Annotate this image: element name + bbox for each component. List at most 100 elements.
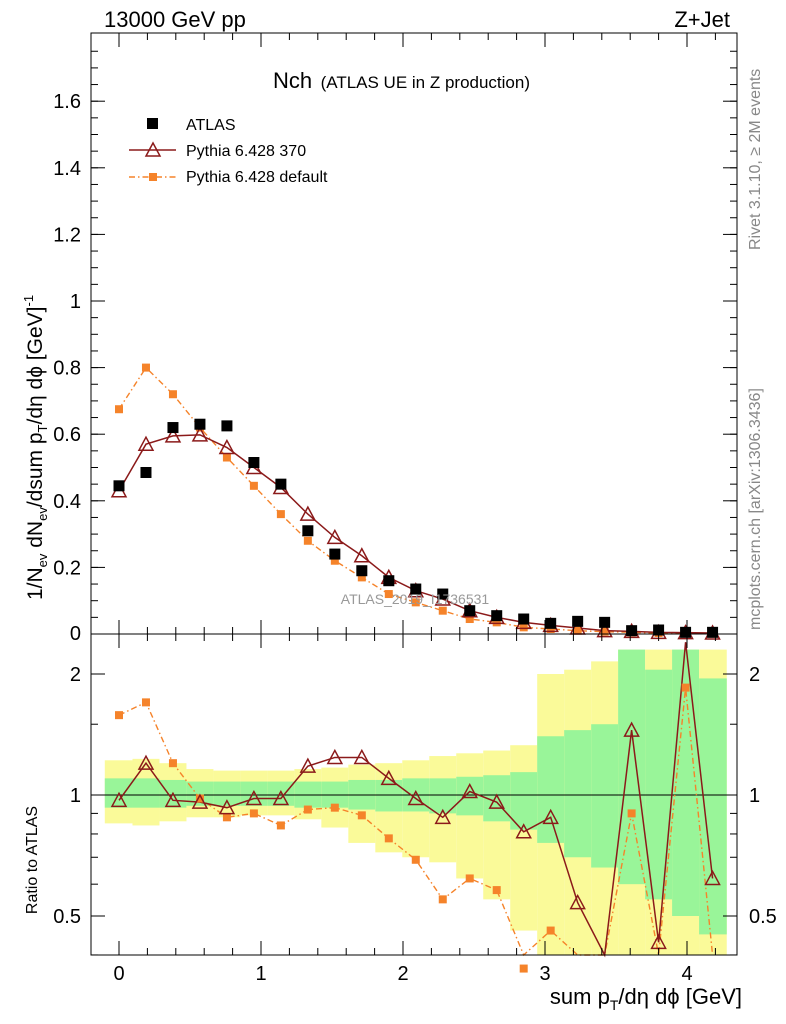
legend-atlas-marker [147,118,158,129]
x-tick-label: 4 [681,963,692,985]
pythia-default-point [222,453,231,462]
ratio-pythia370-line [118,642,714,958]
atlas-point [329,548,341,560]
main-y-tick-label: 1.6 [53,91,81,113]
ratio-band-inner [429,778,457,814]
atlas-point [356,565,368,577]
atlas-point [707,626,719,638]
ratio-pythia-default-point [222,813,231,822]
ratio-pythia-default-point [546,926,555,935]
ratio-pythia370-point [380,769,398,786]
ratio-pythia-default-point [249,809,258,818]
ratio-pythia-default-point [681,683,690,692]
plot-title-main: Nch [273,68,312,93]
atlas-point [140,466,152,478]
x-axis-title: sum pT/dη dϕ [GeV] [550,984,742,1013]
pythia-default-point [492,618,501,627]
pythia-default-point [411,598,420,607]
atlas-point [464,605,476,617]
pythia-default-point [465,615,474,624]
ratio-pythia370-point [326,748,344,765]
ratio-y-tick-label-left: 2 [70,664,81,686]
ratio-pythia-default-point [141,698,150,707]
pythia-default-point [519,623,528,632]
pythia-default-point [573,626,582,635]
ratio-band-outer [483,750,511,900]
atlas-point [410,583,422,595]
ratio-pythia370-point [191,793,209,809]
atlas-point [167,422,179,434]
ratio-band-inner [132,778,160,808]
atlas-point [491,610,503,622]
ratio-pythia-default-line [118,687,714,957]
atlas-point [572,615,584,627]
ratio-band-inner [591,724,619,868]
pythia-default-point [115,405,123,414]
ratio-band-inner [618,649,646,885]
atlas-point [275,478,287,490]
ratio-y-tick-label-right: 2 [749,664,760,686]
pythia-default-point [384,590,393,599]
ratio-band-inner [267,781,295,806]
ratio-pythia370-point [569,893,586,910]
atlas-point [194,418,206,430]
ratio-pythia-default-point [438,895,447,904]
ratio-pythia-default-point [276,821,285,830]
ratio-band-inner [699,678,727,935]
ratio-pythia370-point [299,757,317,773]
pythia-default-point [168,390,177,399]
atlas-point [221,420,233,432]
pythia-default-point [303,536,312,545]
pythia-default-point [438,606,447,615]
legend-pythia-default-label: Pythia 6.428 default [186,169,328,186]
pythia-default-point [330,556,339,565]
ratio-pythia-default-point [195,794,204,803]
legend-pythia370-marker [144,141,162,157]
x-tick-label: 0 [113,963,124,985]
process-label: Z+Jet [674,7,730,32]
ratio-pythia-default-point [115,711,123,720]
ratio-pythia370-point [272,789,290,806]
x-tick-label: 3 [539,963,550,985]
ratio-pythia-default-point [492,886,501,895]
atlas-point [680,626,692,638]
ratio-pythia-default-point [330,803,339,812]
legend-pythia370-label: Pythia 6.428 370 [186,143,306,160]
ratio-pythia370-point [164,791,182,808]
pythia-default-point [546,625,555,634]
atlas-point [599,616,611,628]
ratio-pythia370-point [704,869,721,886]
main-y-tick-label: 0.8 [53,358,81,380]
x-tick-label: 1 [255,963,266,985]
atlas-point [113,480,125,492]
main-y-tick-label: 1.4 [53,158,81,180]
ratio-y-tick-label-left: 0.5 [53,906,81,928]
pythia-default-point [141,363,150,372]
ratio-pythia370-point [407,789,425,806]
ratio-series-layer [91,642,737,973]
ratio-band-inner [537,736,565,843]
legend-pythia-default-marker [149,173,157,181]
pythia-default-line [118,366,713,635]
ratio-band-inner [645,669,673,900]
ratio-pythia370-point [434,808,452,825]
legend: ATLAS Pythia 6.428 370 Pythia 6.428 defa… [129,117,328,186]
pythia370-point [218,438,236,455]
ratio-pythia-default-point [465,874,474,883]
ratio-pythia-default-point [411,855,420,864]
atlas-point [545,617,557,629]
pythia370-point [191,426,209,442]
plot-title: Nch (ATLAS UE in Z production) [273,68,530,93]
main-y-tick-label: 1.2 [53,224,81,246]
pythia370-point [137,435,155,451]
ratio-pythia370-point [245,789,263,806]
ratio-pythia-default-point [357,811,366,820]
pythia-default-point [600,627,609,636]
pythia370-point [353,547,371,563]
pythia370-point [164,427,182,443]
ratio-y-tick-label-left: 1 [70,785,81,807]
ratio-pythia370-point [110,791,128,808]
atlas-point [626,625,638,637]
ratio-pythia370-point [542,808,559,825]
